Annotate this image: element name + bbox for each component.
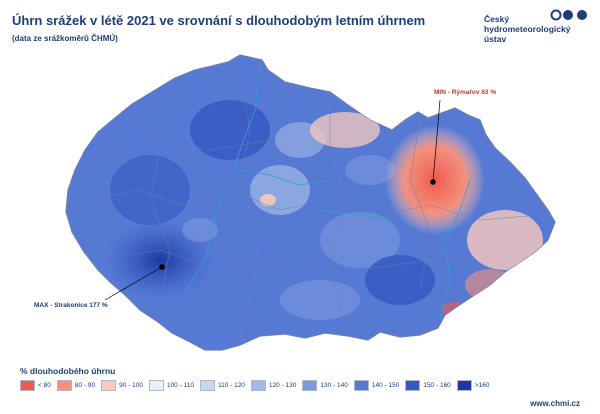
legend-swatch [101,380,117,391]
legend-swatch [20,380,35,391]
legend-item: 110 - 120 [199,380,245,391]
legend-item: 80 - 90 [56,380,95,391]
legend-swatch [353,380,369,391]
min-leader-line [432,99,441,183]
legend-item: 120 - 130 [250,380,296,391]
legend-title: % dlouhodobého úhrnu [20,366,116,376]
chmu-logo-icon [550,9,587,21]
legend-item: 150 - 160 [405,380,451,391]
max-label: MAX - Strakonice 177 % [34,302,108,309]
chmu-logo: Český hydrometeorologický ústav [484,9,594,59]
legend-item: 90 - 100 [101,380,143,391]
legend: < 80 80 - 90 90 - 100 100 - 110 110 - 12… [20,380,495,391]
legend-swatch [250,380,266,391]
logo-text: Český hydrometeorologický ústav [484,14,571,44]
legend-item: 100 - 110 [148,380,194,391]
legend-item: 130 - 140 [302,380,348,391]
czech-territory [65,54,556,351]
website-link[interactable]: www.chmi.cz [530,399,580,408]
min-label: MIN - Rýmařov 63 % [434,89,497,96]
legend-swatch [199,380,215,391]
legend-swatch [148,380,164,391]
legend-swatch [405,380,421,391]
max-leader-line [104,266,163,301]
page-subtitle: (data ze srážkoměrů ČHMÚ) [12,34,118,43]
legend-item: >160 [456,380,489,391]
legend-item: 140 - 150 [353,380,399,391]
legend-swatch [302,380,318,391]
legend-swatch [456,380,472,391]
legend-swatch [56,380,72,391]
legend-item: < 80 [20,380,51,391]
page-title: Úhrn srážek v létě 2021 ve srovnání s dl… [12,13,426,28]
